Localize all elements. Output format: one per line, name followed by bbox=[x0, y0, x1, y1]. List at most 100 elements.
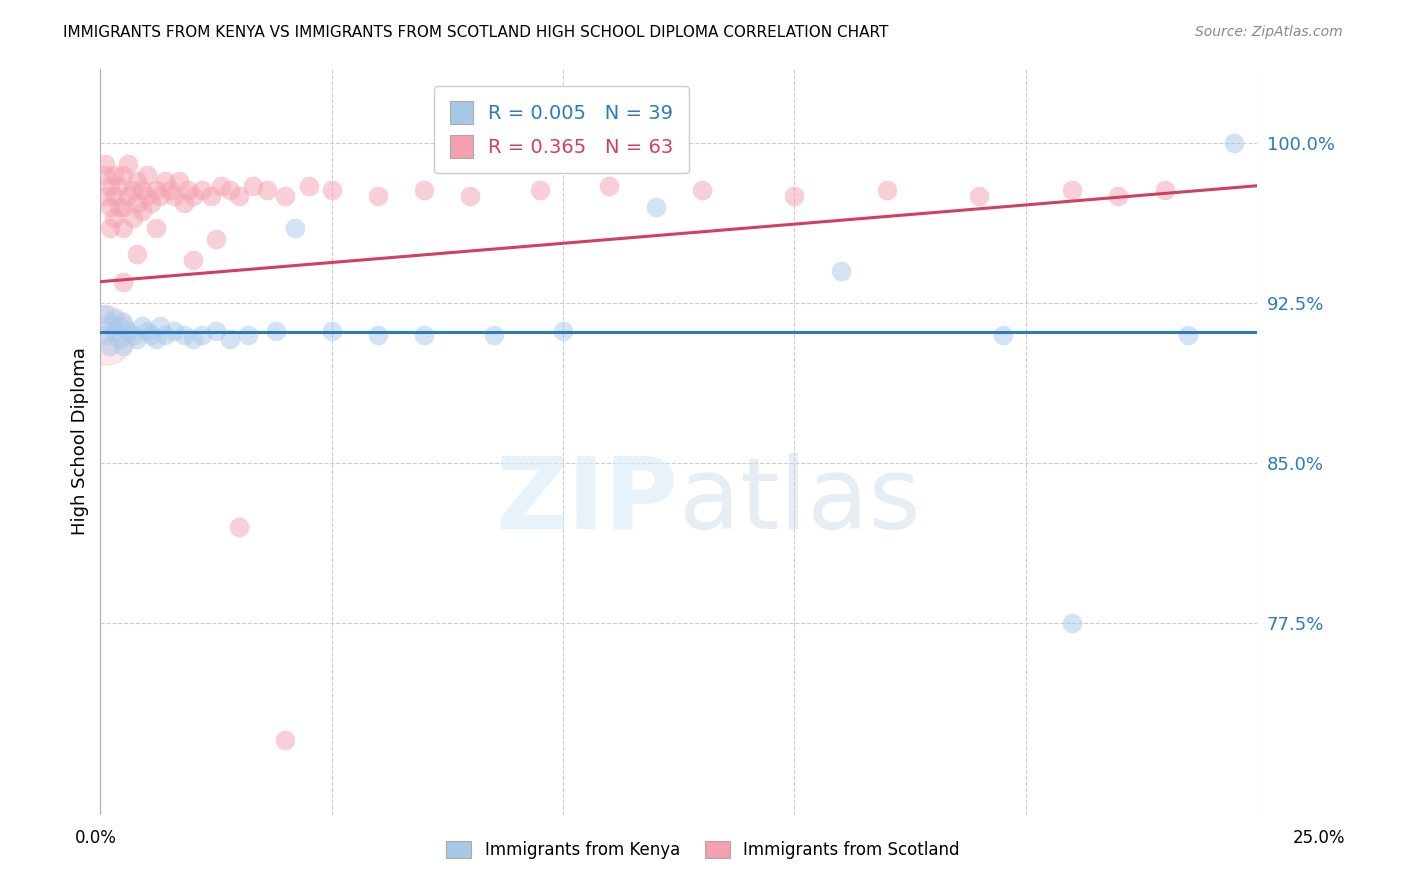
Point bbox=[228, 520, 250, 534]
Point bbox=[112, 275, 135, 289]
Point bbox=[141, 328, 163, 343]
Point bbox=[112, 221, 135, 235]
Point bbox=[173, 195, 195, 210]
Point bbox=[127, 247, 149, 261]
Point bbox=[181, 253, 204, 268]
Point bbox=[181, 332, 204, 346]
Point bbox=[167, 174, 190, 188]
Y-axis label: High School Diploma: High School Diploma bbox=[72, 348, 89, 535]
Point bbox=[94, 157, 117, 171]
Point bbox=[219, 332, 242, 346]
Point bbox=[238, 328, 260, 343]
Point bbox=[112, 168, 135, 182]
Point bbox=[274, 733, 297, 747]
Point bbox=[274, 189, 297, 203]
Point bbox=[131, 183, 153, 197]
Point bbox=[103, 189, 125, 203]
Point bbox=[205, 232, 228, 246]
Point bbox=[98, 318, 121, 332]
Point bbox=[112, 200, 135, 214]
Point bbox=[209, 178, 232, 193]
Point bbox=[98, 178, 121, 193]
Point bbox=[149, 189, 172, 203]
Point bbox=[98, 338, 121, 352]
Point bbox=[135, 324, 157, 338]
Point bbox=[149, 319, 172, 334]
Point bbox=[121, 328, 143, 343]
Point bbox=[551, 324, 574, 338]
Point bbox=[876, 183, 898, 197]
Point bbox=[367, 189, 389, 203]
Point bbox=[163, 324, 186, 338]
Point bbox=[690, 183, 713, 197]
Point bbox=[117, 324, 139, 338]
Point bbox=[108, 332, 131, 346]
Point bbox=[141, 195, 163, 210]
Point bbox=[131, 319, 153, 334]
Point bbox=[205, 324, 228, 338]
Text: IMMIGRANTS FROM KENYA VS IMMIGRANTS FROM SCOTLAND HIGH SCHOOL DIPLOMA CORRELATIO: IMMIGRANTS FROM KENYA VS IMMIGRANTS FROM… bbox=[63, 25, 889, 40]
Point bbox=[173, 328, 195, 343]
Point bbox=[94, 328, 117, 343]
Point bbox=[228, 189, 250, 203]
Point bbox=[598, 178, 620, 193]
Point bbox=[991, 328, 1014, 343]
Point bbox=[163, 189, 186, 203]
Point bbox=[191, 183, 214, 197]
Point bbox=[1060, 615, 1083, 630]
Point bbox=[112, 338, 135, 352]
Point bbox=[145, 183, 167, 197]
Point bbox=[94, 307, 117, 321]
Point bbox=[135, 189, 157, 203]
Point bbox=[117, 189, 139, 203]
Point bbox=[131, 204, 153, 219]
Point bbox=[103, 310, 125, 325]
Legend: Immigrants from Kenya, Immigrants from Scotland: Immigrants from Kenya, Immigrants from S… bbox=[440, 834, 966, 866]
Point bbox=[1177, 328, 1199, 343]
Point bbox=[367, 328, 389, 343]
Point bbox=[200, 189, 222, 203]
Point bbox=[1060, 183, 1083, 197]
Point bbox=[783, 189, 806, 203]
Point bbox=[413, 183, 436, 197]
Text: 25.0%: 25.0% bbox=[1292, 829, 1346, 847]
Point bbox=[413, 328, 436, 343]
Point bbox=[644, 200, 666, 214]
Point bbox=[108, 319, 131, 334]
Point bbox=[242, 178, 264, 193]
Point bbox=[153, 328, 176, 343]
Point bbox=[117, 157, 139, 171]
Point bbox=[321, 183, 343, 197]
Point bbox=[529, 183, 551, 197]
Point bbox=[321, 324, 343, 338]
Point bbox=[103, 211, 125, 225]
Point bbox=[145, 221, 167, 235]
Point bbox=[969, 189, 991, 203]
Point bbox=[159, 183, 181, 197]
Point bbox=[297, 178, 319, 193]
Point bbox=[121, 211, 143, 225]
Point bbox=[191, 328, 214, 343]
Point bbox=[256, 183, 278, 197]
Point bbox=[103, 168, 125, 182]
Point bbox=[135, 168, 157, 182]
Legend: R = 0.005   N = 39, R = 0.365   N = 63: R = 0.005 N = 39, R = 0.365 N = 63 bbox=[434, 86, 689, 173]
Point bbox=[264, 324, 287, 338]
Point bbox=[460, 189, 482, 203]
Point bbox=[98, 200, 121, 214]
Text: atlas: atlas bbox=[679, 453, 921, 549]
Point bbox=[482, 328, 505, 343]
Point bbox=[153, 174, 176, 188]
Text: 0.0%: 0.0% bbox=[75, 829, 117, 847]
Point bbox=[219, 183, 242, 197]
Point bbox=[1223, 136, 1246, 150]
Point bbox=[181, 189, 204, 203]
Point bbox=[94, 328, 117, 343]
Point bbox=[112, 315, 135, 329]
Point bbox=[830, 264, 852, 278]
Text: ZIP: ZIP bbox=[496, 453, 679, 549]
Point bbox=[127, 195, 149, 210]
Point bbox=[127, 332, 149, 346]
Point bbox=[284, 221, 307, 235]
Point bbox=[177, 183, 200, 197]
